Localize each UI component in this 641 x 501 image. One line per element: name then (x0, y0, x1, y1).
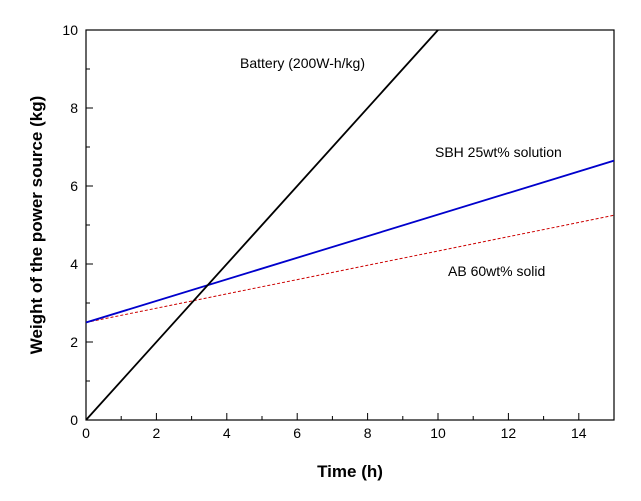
x-tick-label: 8 (364, 425, 372, 441)
series-labels: Battery (200W-h/kg) SBH 25wt% solution AB … (240, 55, 562, 279)
x-tick-label: 2 (153, 425, 161, 441)
y-tick-label: 0 (70, 412, 78, 428)
y-tick-label: 8 (70, 100, 78, 116)
x-tick-label: 12 (501, 425, 517, 441)
x-axis-title: Time (h) (317, 462, 383, 481)
y-tick-label: 2 (70, 334, 78, 350)
y-tick-label: 4 (70, 256, 78, 272)
plot-border (85, 29, 615, 421)
x-tick-label: 4 (223, 425, 231, 441)
series-label-0: Battery (200W-h/kg) (240, 55, 365, 71)
y-tick-label: 10 (62, 22, 78, 38)
x-tick-label: 6 (293, 425, 301, 441)
x-tick-label: 14 (571, 425, 587, 441)
series-lines (86, 30, 614, 420)
series-line-1 (86, 159, 614, 324)
x-tick-label: 10 (430, 425, 446, 441)
y-tick-label: 6 (70, 178, 78, 194)
series-line-0 (86, 30, 439, 420)
series-label-1: SBH 25wt% solution (435, 144, 562, 160)
y-axis-ticks: 0 2 4 6 8 10 (62, 22, 93, 428)
y-axis-title: Weight of the power source (kg) (27, 96, 46, 354)
x-axis-ticks: 0 2 4 6 8 10 12 14 (82, 413, 615, 441)
plot-frame (85, 29, 615, 421)
series-label-2: AB 60wt% solid (448, 263, 545, 279)
x-tick-label: 0 (82, 425, 90, 441)
